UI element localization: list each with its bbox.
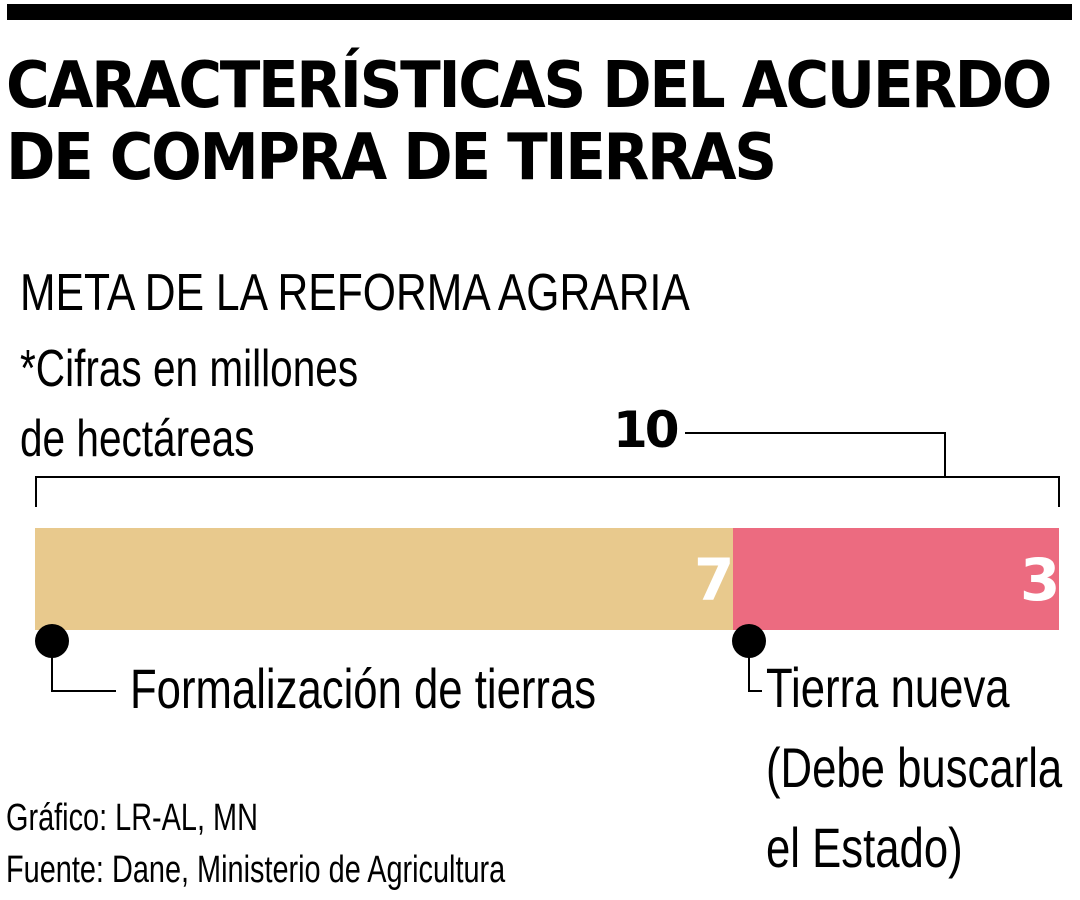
total-value: 10 bbox=[613, 401, 680, 459]
unit-note-line-1: *Cifras en millones bbox=[20, 340, 359, 398]
graphic-credit: Gráfico: LR-AL, MN bbox=[6, 797, 258, 839]
bar-value-tierra-nueva: 3 bbox=[1020, 546, 1061, 614]
total-bracket-top bbox=[35, 476, 1060, 478]
label-tierra-nueva-line-3: el Estado) bbox=[766, 816, 963, 879]
label-tierra-nueva: Tierra nueva (Debe buscarla el Estado) bbox=[766, 648, 1062, 888]
title-line-1: CARACTERÍSTICAS DEL ACUERDO bbox=[6, 49, 1052, 123]
unit-note: *Cifras en millones de hectáreas bbox=[20, 334, 358, 474]
callout-leader-horizontal-2 bbox=[748, 690, 762, 692]
total-bracket-right-tick bbox=[1058, 476, 1060, 507]
bar-segment-tierra-nueva bbox=[733, 528, 1059, 630]
label-formalizacion: Formalización de tierras bbox=[130, 657, 597, 720]
callout-leader-horizontal-1 bbox=[51, 690, 116, 692]
callout-leader-vertical-2 bbox=[748, 650, 750, 692]
total-leader-horizontal bbox=[685, 432, 946, 434]
total-leader-vertical bbox=[944, 432, 946, 478]
bar-segment-formalizacion bbox=[35, 528, 733, 630]
bar-value-formalizacion: 7 bbox=[694, 546, 735, 614]
chart-subtitle: META DE LA REFORMA AGRARIA bbox=[20, 264, 690, 322]
callout-leader-vertical-1 bbox=[51, 650, 53, 692]
chart-title: CARACTERÍSTICAS DEL ACUERDO DE COMPRA DE… bbox=[6, 49, 1052, 195]
top-rule bbox=[7, 4, 1072, 20]
label-tierra-nueva-line-2: (Debe buscarla bbox=[766, 736, 1063, 799]
total-bracket-left-tick bbox=[35, 476, 37, 507]
label-tierra-nueva-line-1: Tierra nueva bbox=[766, 656, 1010, 719]
unit-note-line-2: de hectáreas bbox=[20, 410, 255, 468]
source-credit: Fuente: Dane, Ministerio de Agricultura bbox=[6, 849, 506, 891]
title-line-2: DE COMPRA DE TIERRAS bbox=[6, 121, 777, 195]
